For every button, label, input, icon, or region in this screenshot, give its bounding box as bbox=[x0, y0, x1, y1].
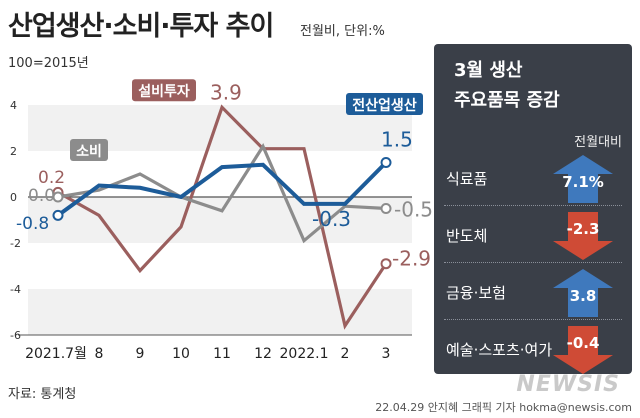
panel-title: 3월 생산 주요품목 증감 bbox=[454, 56, 560, 116]
grid-band bbox=[28, 243, 412, 289]
x-tick-label: 3 bbox=[382, 346, 391, 362]
panel-row-divider bbox=[444, 205, 622, 206]
peak-value-label: 3.9 bbox=[210, 80, 242, 104]
end-value-label: -2.9 bbox=[392, 247, 431, 271]
items-panel: 3월 생산 주요품목 증감 전월대비 식료품 7.1% 반도체 -2.3 금융·보험 3.… bbox=[434, 44, 632, 374]
y-tick-label: 4 bbox=[10, 99, 17, 112]
panel-item-value: 3.8 bbox=[569, 287, 597, 305]
y-tick-label: -6 bbox=[10, 329, 21, 342]
x-tick-label: 11 bbox=[213, 346, 231, 362]
x-tick-label: 2022.1 bbox=[280, 346, 329, 362]
end-value-label: 1.5 bbox=[381, 127, 413, 151]
series-name-box bbox=[346, 93, 423, 115]
panel-row-divider bbox=[444, 262, 622, 263]
panel-row-divider bbox=[444, 319, 622, 320]
series-marker bbox=[52, 191, 64, 203]
x-tick-label: 2 bbox=[341, 346, 350, 362]
grid-band bbox=[28, 289, 412, 335]
unit-note: 전월비, 단위:% bbox=[300, 24, 385, 39]
panel-item-label: 금융·보험 bbox=[446, 284, 506, 302]
credit-note: 22.04.29 안지혜 그래픽 기자 hokma@newsis.com bbox=[375, 401, 632, 414]
panel-item-label: 예술·스포츠·여가 bbox=[446, 341, 553, 359]
panel-item-value: -2.3 bbox=[566, 220, 600, 238]
base-year-note: 100=2015년 bbox=[8, 56, 89, 71]
series-line bbox=[56, 161, 388, 218]
chart-title: 산업생산·소비·투자 추이 bbox=[8, 11, 274, 42]
series-name-box bbox=[132, 79, 196, 102]
series-marker bbox=[52, 209, 64, 221]
series-marker bbox=[380, 258, 392, 270]
grid-band bbox=[28, 197, 412, 243]
source-note: 자료: 통계청 bbox=[8, 387, 77, 402]
x-tick-label: 12 bbox=[254, 346, 272, 362]
arrow-up-icon bbox=[553, 155, 613, 203]
mid-value-label: -0.3 bbox=[312, 207, 351, 231]
panel-item-row: 반도체 -2.3 bbox=[434, 207, 632, 263]
arrow-down-icon bbox=[553, 212, 613, 260]
panel-title-line-1: 3월 생산 bbox=[454, 60, 523, 81]
panel-item-row: 금융·보험 3.8 bbox=[434, 264, 632, 320]
panel-item-label: 반도체 bbox=[446, 227, 488, 245]
start-value-label: 0.2 bbox=[38, 168, 65, 188]
x-tick-label: 10 bbox=[172, 346, 190, 362]
panel-subtitle: 전월대비 bbox=[574, 135, 622, 150]
end-value-label: -0.5 bbox=[394, 198, 432, 222]
y-tick-label: -2 bbox=[10, 237, 21, 250]
series-name-box bbox=[70, 139, 108, 161]
y-tick-label: 2 bbox=[10, 145, 17, 158]
watermark: NEWSIS bbox=[516, 372, 620, 397]
panel-item-value: -0.4 bbox=[566, 334, 600, 352]
series-marker bbox=[380, 157, 392, 168]
panel-item-row: 예술·스포츠·여가 -0.4 bbox=[434, 321, 632, 377]
panel-item-row: 식료품 7.1% bbox=[434, 150, 632, 206]
arrow-up-icon bbox=[553, 269, 613, 317]
x-tick-label: 9 bbox=[136, 346, 145, 362]
y-tick-label: -4 bbox=[10, 283, 21, 296]
series-name-label: 전산업생산 bbox=[352, 97, 417, 114]
panel-title-line-2: 주요품목 증감 bbox=[454, 90, 560, 111]
panel-item-value: 7.1% bbox=[562, 173, 604, 191]
series-line bbox=[57, 104, 388, 330]
series-name-label: 소비 bbox=[76, 144, 102, 160]
series-name-label: 설비투자 bbox=[138, 84, 190, 100]
start-value-label: -0.8 bbox=[16, 214, 49, 234]
start-value-label: 0.0 bbox=[28, 186, 55, 206]
y-tick-label: 0 bbox=[10, 191, 17, 204]
arrow-down-icon bbox=[553, 326, 613, 374]
series-marker bbox=[380, 203, 392, 214]
x-tick-label: 2021.7월 bbox=[25, 346, 87, 362]
panel-item-label: 식료품 bbox=[446, 170, 488, 188]
x-tick-label: 8 bbox=[95, 346, 104, 362]
